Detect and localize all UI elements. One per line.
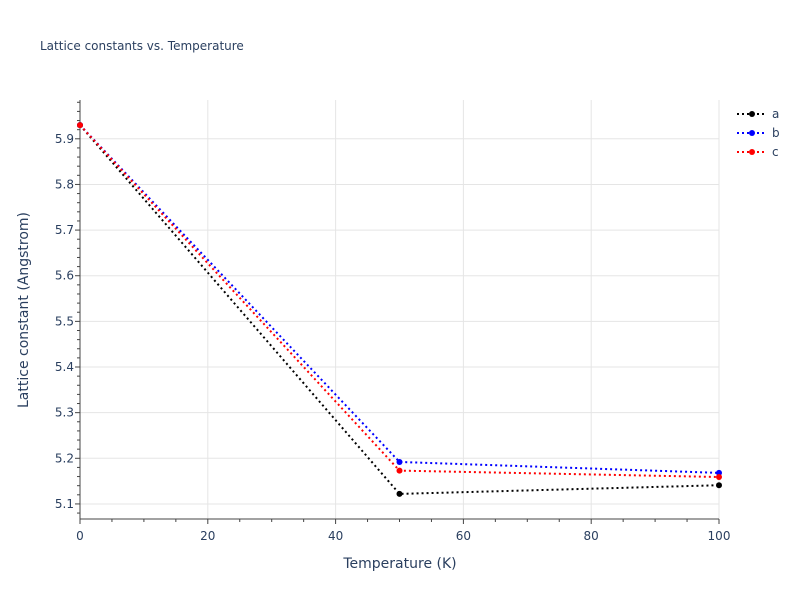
- x-tick-label: 80: [584, 529, 599, 543]
- legend-label-a: a: [772, 107, 779, 121]
- y-tick-label: 5.6: [55, 269, 74, 283]
- x-tick-label: 0: [76, 529, 84, 543]
- y-tick-label: 5.3: [55, 406, 74, 420]
- data-point-a: [396, 490, 403, 497]
- x-tick-label: 20: [200, 529, 215, 543]
- legend-marker-a: [749, 111, 755, 117]
- x-tick-label: 60: [456, 529, 471, 543]
- data-point-c: [77, 122, 83, 129]
- y-tick-label: 5.9: [55, 132, 74, 146]
- data-point-c: [396, 467, 403, 474]
- data-point-b: [396, 458, 403, 465]
- series-line-a: [79, 124, 720, 495]
- series-line-c: [79, 124, 720, 479]
- y-tick-label: 5.1: [55, 497, 74, 511]
- data-point-c: [716, 474, 722, 481]
- y-tick-label: 5.7: [55, 223, 74, 237]
- y-tick-label: 5.5: [55, 314, 74, 328]
- chart-title: Lattice constants vs. Temperature: [40, 39, 244, 53]
- y-axis-label: Lattice constant (Angstrom): [16, 212, 32, 408]
- data-point-b: [716, 469, 722, 476]
- data-point-a: [716, 482, 722, 489]
- y-tick-label: 5.2: [55, 451, 74, 465]
- x-tick-label: 100: [708, 529, 731, 543]
- y-tick-label: 5.8: [55, 177, 74, 191]
- legend-label-b: b: [772, 126, 780, 140]
- series-line-b: [79, 124, 720, 474]
- legend-marker-c: [749, 149, 755, 155]
- legend-label-c: c: [772, 145, 779, 159]
- x-tick-label: 40: [328, 529, 343, 543]
- legend-marker-b: [749, 130, 755, 136]
- x-axis-label: Temperature (K): [342, 556, 456, 572]
- y-tick-label: 5.4: [55, 360, 74, 374]
